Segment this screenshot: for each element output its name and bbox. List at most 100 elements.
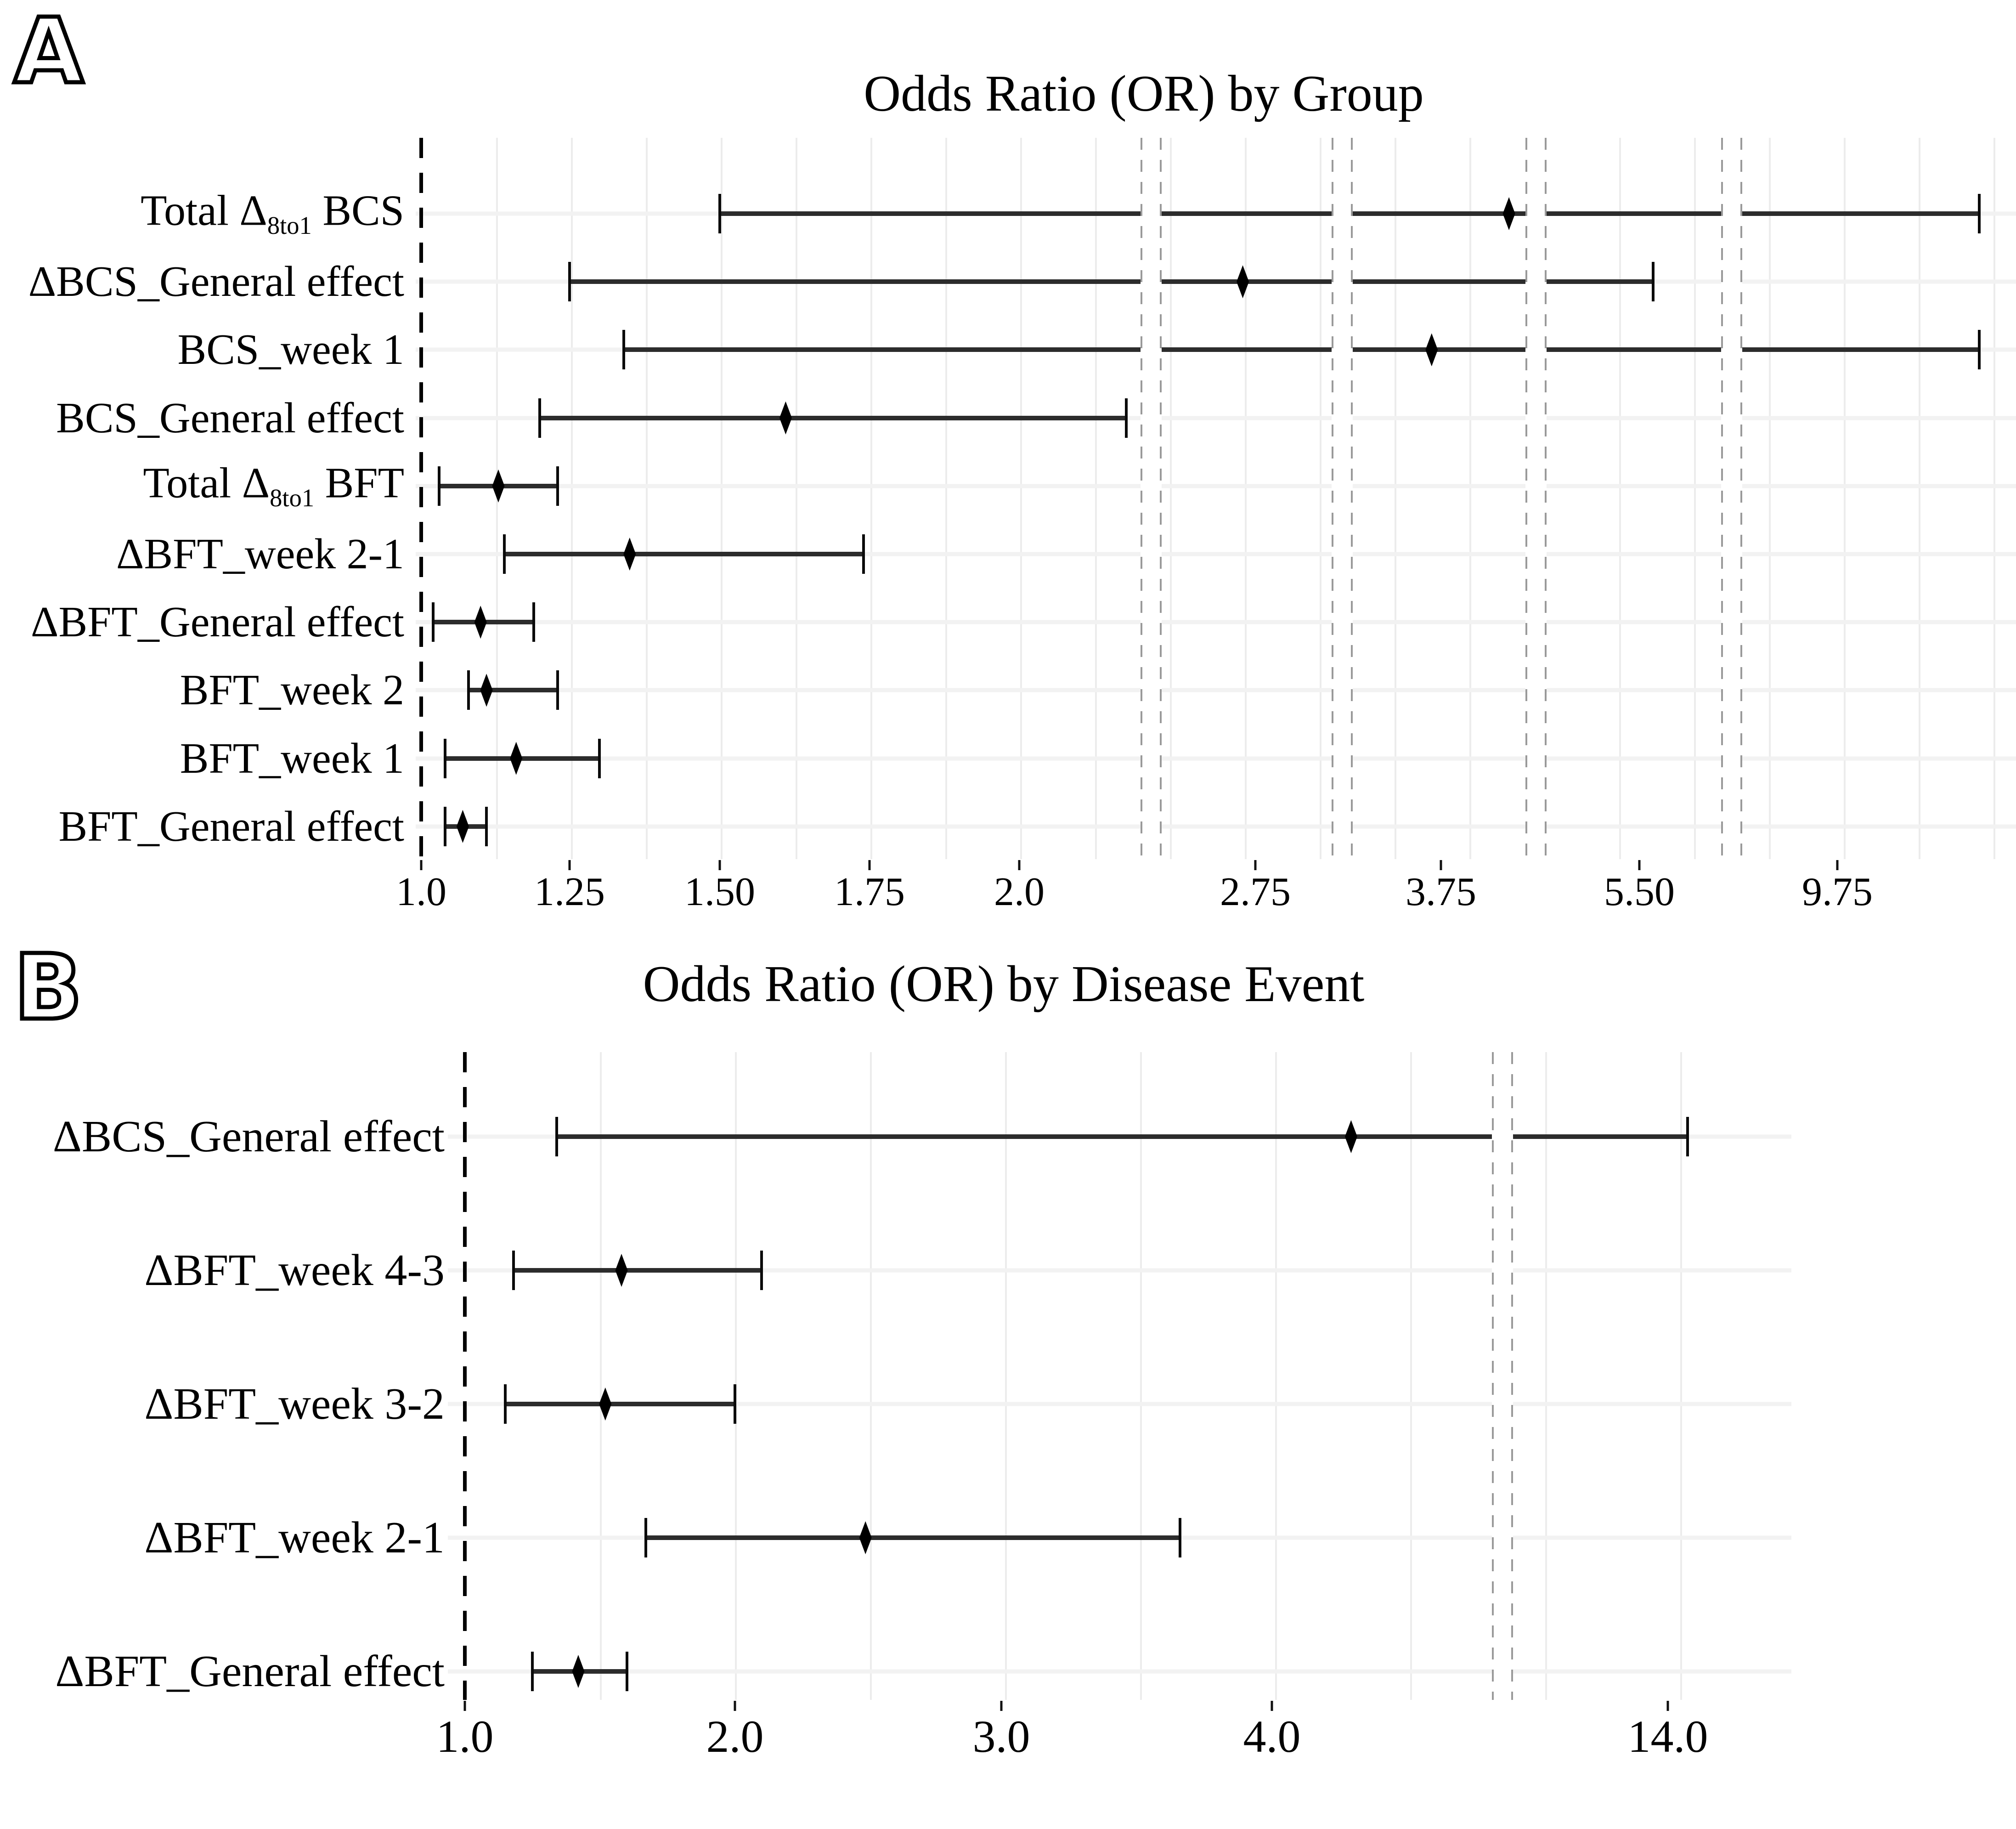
ci-cap-low (718, 194, 721, 233)
axis-break-dash-right (1545, 138, 1547, 859)
x-tick-mark (1666, 1701, 1669, 1711)
ci-cap-low (503, 534, 506, 574)
x-tick-mark (420, 860, 423, 870)
axis-break-band (1525, 138, 1547, 859)
ci-cap-high (556, 466, 559, 506)
x-tick-mark (718, 860, 721, 870)
minor-gridline (870, 138, 872, 859)
ci-bar (505, 1402, 735, 1406)
row-label-a: ΔBCS_General effect (28, 258, 404, 306)
minor-gridline (1320, 138, 1321, 859)
panel-a-letter: A (12, 0, 86, 104)
ci-cap-high (1178, 1518, 1181, 1557)
x-tick-mark (1018, 860, 1021, 870)
ci-cap-low (538, 398, 542, 438)
x-tick-mark (1836, 860, 1839, 870)
x-tick-label: 5.50 (1604, 870, 1675, 914)
ci-bar (469, 688, 558, 693)
ci-cap-high (734, 1384, 736, 1424)
x-tick-label: 1.0 (436, 1711, 494, 1762)
x-tick-label: 1.50 (684, 870, 755, 914)
row-gridline (416, 824, 2016, 829)
minor-gridline (1020, 138, 1022, 859)
ci-cap-low (555, 1117, 558, 1156)
minor-gridline (1095, 138, 1097, 859)
minor-gridline (1245, 138, 1247, 859)
minor-gridline (571, 138, 573, 859)
minor-gridline (1140, 1052, 1142, 1700)
ci-cap-low (512, 1251, 515, 1290)
minor-gridline (600, 1052, 602, 1700)
ci-cap-high (1978, 330, 1981, 370)
x-tick-mark (1638, 860, 1641, 870)
minor-gridline (1410, 1052, 1412, 1700)
x-tick-mark (868, 860, 871, 870)
minor-gridline (1545, 1052, 1547, 1700)
ci-bar (570, 279, 1654, 284)
minor-gridline (1680, 1052, 1682, 1700)
minor-gridline (796, 138, 797, 859)
ci-cap-low (568, 262, 571, 302)
minor-gridline (945, 138, 947, 859)
ci-cap-low (431, 602, 435, 642)
row-label-a: BFT_week 1 (180, 734, 404, 782)
axis-break-band (1332, 138, 1353, 859)
minor-gridline (1993, 138, 1995, 859)
ci-cap-high (1652, 262, 1655, 302)
reference-line-or-1 (463, 1052, 467, 1700)
ci-cap-high (760, 1251, 763, 1290)
axis-break-band (1492, 1052, 1513, 1700)
x-tick-label: 14.0 (1627, 1711, 1708, 1762)
ci-cap-high (1125, 398, 1128, 438)
row-label-b: ΔBFT_General effect (55, 1647, 445, 1696)
minor-gridline (1619, 138, 1621, 859)
row-gridline (416, 552, 2016, 556)
axis-break-dash-left (1492, 1052, 1494, 1700)
ci-cap-high (485, 806, 488, 846)
ci-cap-low (622, 330, 625, 370)
ci-cap-low (504, 1384, 507, 1424)
ci-cap-high (532, 602, 536, 642)
x-tick-mark (1271, 1701, 1273, 1711)
ci-bar (513, 1268, 762, 1273)
panel-a-plot-area (416, 138, 2016, 859)
ci-cap-high (1978, 194, 1981, 233)
ci-cap-high (556, 670, 559, 710)
row-label-b: ΔBCS_General effect (52, 1112, 445, 1161)
minor-gridline (1170, 138, 1172, 859)
x-tick-label: 1.75 (834, 870, 905, 914)
row-label-b: ΔBFT_week 4-3 (144, 1246, 445, 1295)
minor-gridline (1844, 138, 1846, 859)
ci-cap-low (443, 738, 446, 778)
panel-b-letter: B (11, 935, 84, 1040)
ci-bar (504, 552, 864, 556)
axis-break-dash-left (1721, 138, 1723, 859)
row-label-a: ΔBFT_week 2-1 (116, 530, 404, 578)
row-label-a: Total Δ8to1 BCS (141, 187, 404, 240)
ci-cap-low (644, 1518, 647, 1557)
row-label-a: BCS_week 1 (177, 326, 405, 374)
x-tick-label: 1.25 (534, 870, 605, 914)
reference-line-or-1 (419, 138, 423, 859)
minor-gridline (1005, 1052, 1007, 1700)
ci-cap-low (531, 1652, 534, 1691)
row-gridline (448, 1402, 1791, 1406)
ci-bar (623, 347, 1980, 352)
ci-cap-high (625, 1652, 628, 1691)
axis-break-band (1721, 138, 1742, 859)
minor-gridline (1769, 138, 1771, 859)
ci-cap-high (862, 534, 865, 574)
ci-cap-low (437, 466, 440, 506)
row-label-b: ΔBFT_week 3-2 (144, 1379, 445, 1429)
minor-gridline (735, 1052, 737, 1700)
row-label-a: Total Δ8to1 BFT (143, 459, 404, 512)
x-tick-label: 4.0 (1243, 1711, 1301, 1762)
ci-cap-low (467, 670, 470, 710)
x-tick-label: 1.0 (396, 870, 446, 914)
x-tick-label: 2.75 (1220, 870, 1291, 914)
or-point (572, 1655, 585, 1688)
row-gridline (448, 1268, 1791, 1273)
row-label-a: BFT_week 2 (180, 666, 404, 714)
minor-gridline (1395, 138, 1396, 859)
